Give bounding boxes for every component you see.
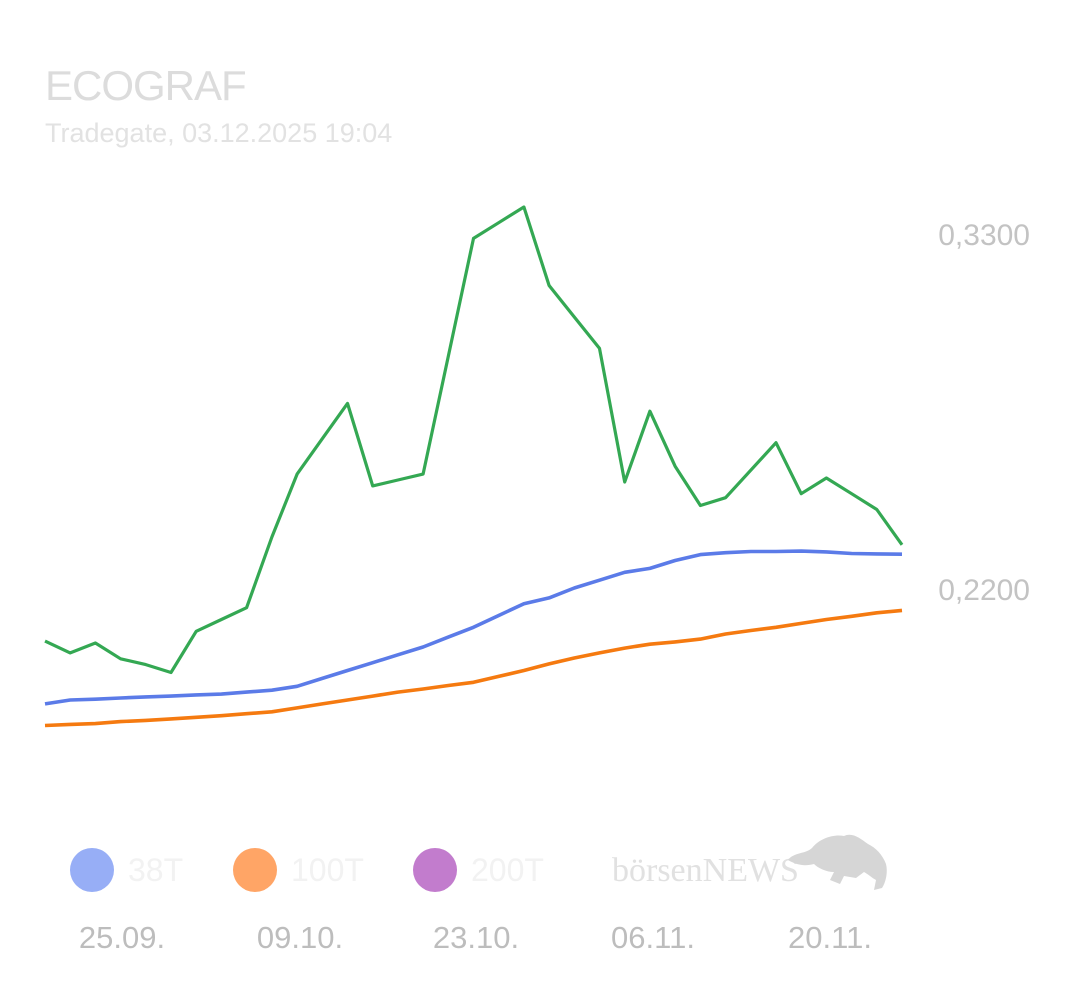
- series-line-price: [44, 205, 904, 675]
- y-tick-label: 0,3300: [938, 219, 1030, 252]
- bull-logo-icon: [788, 834, 887, 890]
- chart-subtitle: Tradegate, 03.12.2025 19:04: [45, 118, 393, 148]
- series-line-ma100: [44, 608, 903, 728]
- x-tick-label: 09.10.: [256, 920, 344, 955]
- x-tick-label: 20.11.: [788, 920, 872, 955]
- legend-item-200t[interactable]: 200T: [413, 848, 544, 892]
- y-tick-label: 0,2200: [938, 574, 1030, 607]
- x-tick-label: 06.11.: [611, 920, 695, 955]
- legend-swatch-100t: [233, 848, 277, 892]
- series-line-ma38: [44, 549, 903, 706]
- legend-swatch-38t: [70, 848, 114, 892]
- legend-swatch-200t: [413, 848, 457, 892]
- legend-item-38t[interactable]: 38T: [70, 848, 183, 892]
- x-tick-label: 23.10.: [432, 920, 520, 955]
- x-tick-label: 25.09.: [78, 920, 166, 955]
- chart-title: ECOGRAF: [45, 62, 247, 109]
- legend-label-200t: 200T: [471, 851, 544, 888]
- legend-item-100t[interactable]: 100T: [233, 848, 364, 892]
- legend-label-38t: 38T: [128, 851, 184, 888]
- legend-label-100t: 100T: [291, 851, 364, 888]
- boersennews-logo-text: börsenNEWS: [612, 852, 799, 889]
